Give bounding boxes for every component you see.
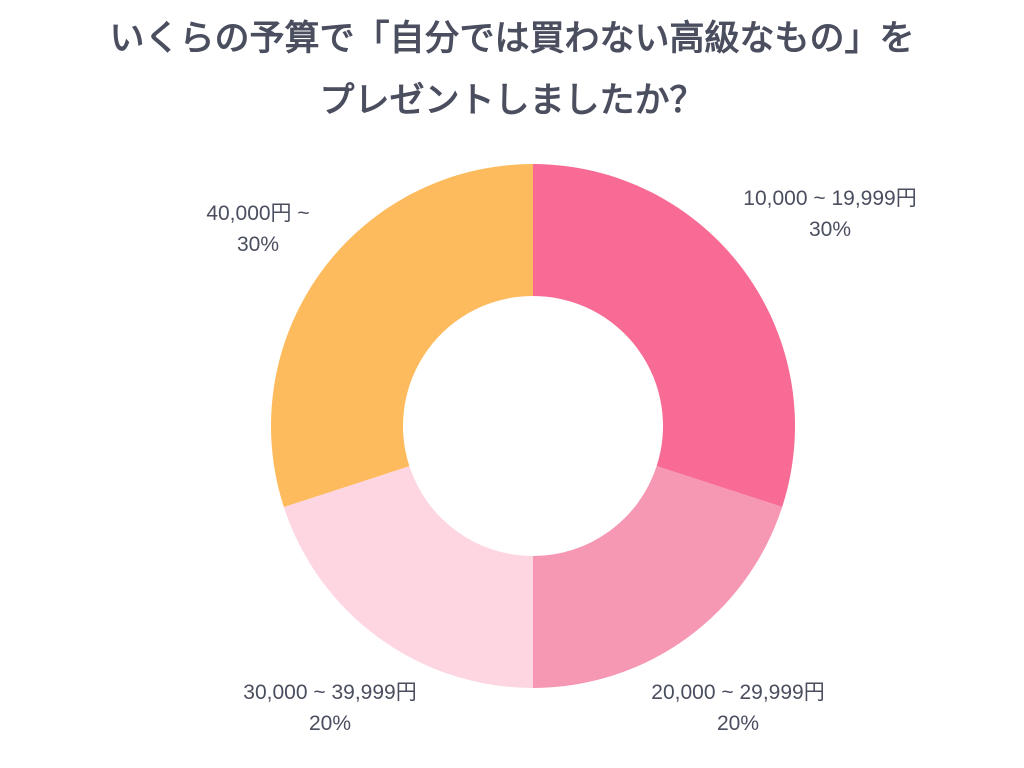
slice-label-3: 30,000 ~ 39,999円 bbox=[243, 681, 416, 704]
slice-label-1: 10,000 ~ 19,999円 bbox=[743, 187, 916, 210]
donut-slice-3 bbox=[283, 466, 533, 688]
slice-percent-1: 30% bbox=[809, 218, 851, 241]
slice-label-4: 40,000円 ~ bbox=[206, 202, 309, 225]
slice-percent-2: 20% bbox=[717, 712, 759, 735]
donut-slice-1 bbox=[533, 164, 795, 507]
donut-slice-4 bbox=[270, 164, 533, 507]
slice-percent-4: 30% bbox=[237, 233, 279, 256]
chart-title-line-1: いくらの予算で「自分では買わない高級なもの」を bbox=[109, 19, 915, 59]
donut-slices bbox=[270, 164, 795, 688]
chart-title: いくらの予算で「自分では買わない高級なもの」を プレゼントしましたか？ bbox=[0, 8, 1024, 132]
slice-percent-3: 20% bbox=[309, 712, 351, 735]
slice-label-2: 20,000 ~ 29,999円 bbox=[651, 681, 824, 704]
slice-labels: 10,000 ~ 19,999円 30% 20,000 ~ 29,999円 20% 30… bbox=[206, 187, 916, 735]
chart-title-line-2: プレゼントしましたか？ bbox=[319, 81, 705, 121]
donut-slice-2 bbox=[533, 466, 783, 688]
